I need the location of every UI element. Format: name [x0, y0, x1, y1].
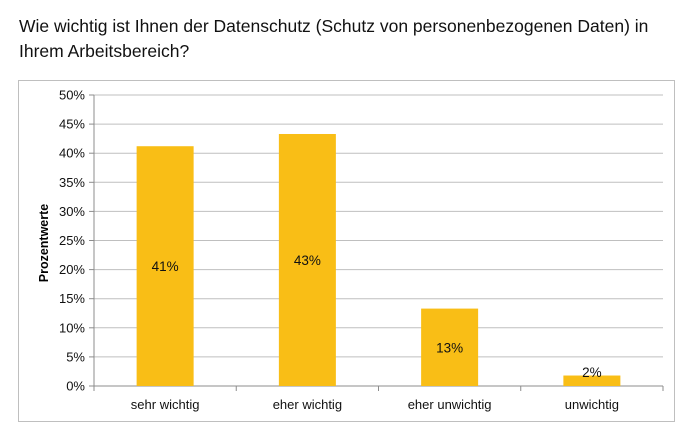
y-axis-label: Prozentwerte — [37, 204, 51, 283]
y-tick-label: 0% — [66, 379, 85, 394]
data-label: 41% — [152, 259, 179, 274]
x-tick-label: unwichtig — [565, 397, 619, 412]
bars — [136, 133, 621, 386]
y-tick-label: 30% — [59, 204, 85, 219]
y-tick-label: 25% — [59, 233, 85, 248]
y-tick-label: 10% — [59, 320, 85, 335]
y-tick-label: 35% — [59, 175, 85, 190]
x-tick-label: eher unwichtig — [408, 397, 492, 412]
data-label: 2% — [582, 365, 602, 380]
y-tick-label: 5% — [66, 349, 85, 364]
y-tick-label: 50% — [59, 88, 85, 103]
x-tick-label: sehr wichtig — [131, 397, 200, 412]
data-label: 43% — [294, 253, 321, 268]
y-axis-ticks: 0% 5% 10% 15% 20% 25% 30% 35% 40% 45% 50% — [59, 88, 94, 394]
bar-sehr-wichtig — [136, 146, 194, 386]
data-label: 13% — [436, 340, 463, 355]
bar-unwichtig — [563, 375, 621, 386]
bar-eher-unwichtig — [421, 308, 479, 386]
bar-eher-wichtig — [278, 133, 336, 386]
x-axis-ticks: sehr wichtig eher wichtig eher unwichtig un… — [93, 386, 664, 412]
x-tick-label: eher wichtig — [273, 397, 342, 412]
data-labels: 41% 43% 13% 2% — [152, 253, 602, 380]
y-tick-label: 45% — [59, 117, 85, 132]
y-tick-label: 40% — [59, 146, 85, 161]
chart-area — [18, 80, 675, 422]
chart-title: Wie wichtig ist Ihnen der Datenschutz (S… — [19, 16, 649, 61]
y-tick-label: 15% — [59, 291, 85, 306]
y-tick-label: 20% — [59, 262, 85, 277]
